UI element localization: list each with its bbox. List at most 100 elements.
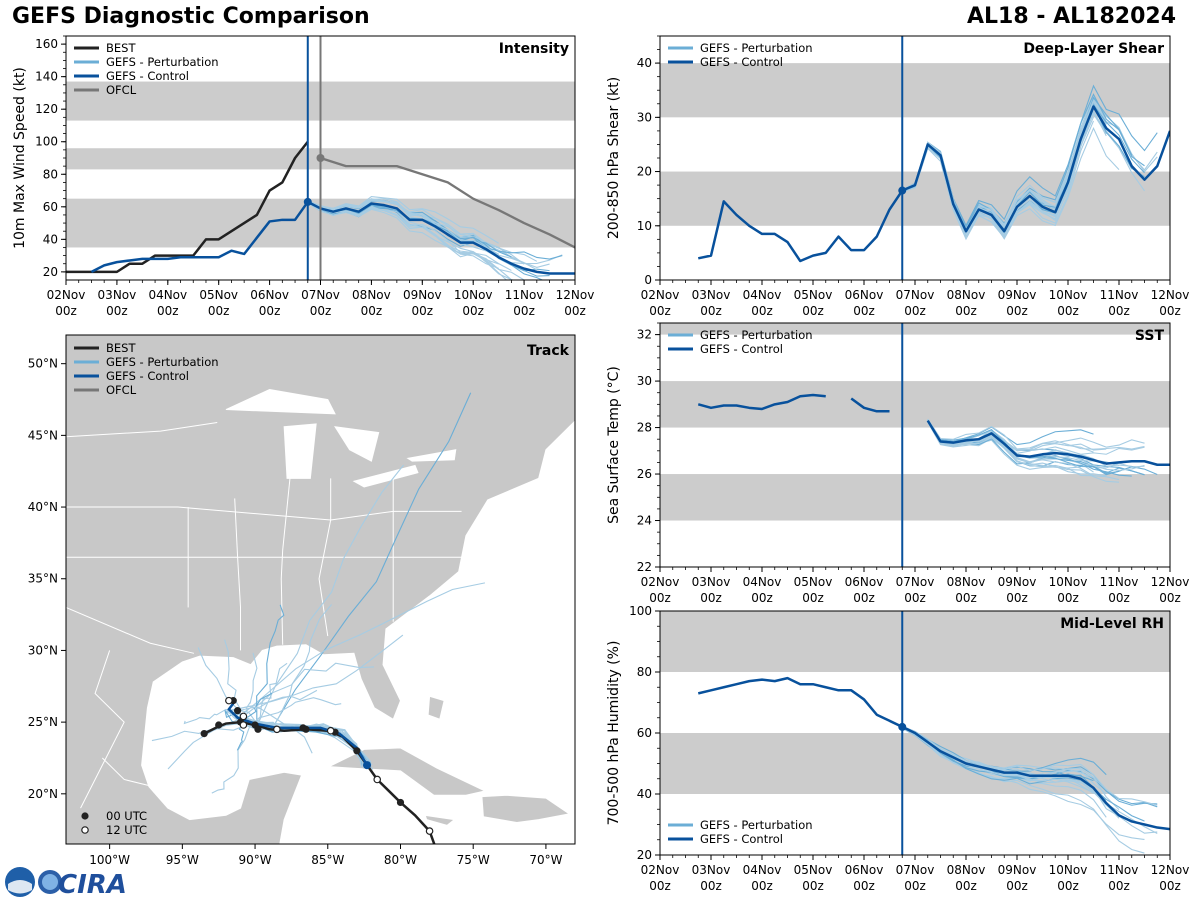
x-tick-label: 05Nov (794, 288, 833, 302)
map-area (66, 335, 575, 844)
x-tick-sublabel: 00z (1159, 591, 1181, 605)
x-tick-label: 03Nov (692, 288, 731, 302)
x-tick-sublabel: 00z (955, 879, 977, 893)
y-tick-label: 30°N (28, 643, 58, 657)
x-tick-label: 12Nov (1151, 288, 1190, 302)
x-tick-label: 08Nov (947, 575, 986, 589)
x-tick-sublabel: 00z (1057, 304, 1079, 318)
panel-intensity: 20 40 60 80 100 120 140 160 02Nov 00z 03Nov 00z 04No… (12, 35, 595, 318)
x-tick-sublabel: 00z (955, 591, 977, 605)
x-tick-label: 70°W (529, 853, 562, 867)
x-tick-sublabel: 00z (751, 304, 773, 318)
legend-label: GEFS - Perturbation (700, 41, 813, 55)
y-tick-label: 20 (637, 165, 652, 179)
x-tick-label: 10Nov (1049, 575, 1088, 589)
x-tick-label: 08Nov (352, 288, 391, 302)
x-tick-label: 06Nov (845, 575, 884, 589)
y-tick-label: 40 (637, 787, 652, 801)
x-tick-sublabel: 00z (853, 879, 875, 893)
x-tick-label: 06Nov (845, 288, 884, 302)
y-tick-label: 40 (43, 232, 58, 246)
y-tick-label: 100 (35, 135, 58, 149)
perturbation-member-line (927, 419, 1094, 446)
x-tick-label: 03Nov (98, 288, 137, 302)
y-tick-label: 20 (43, 265, 58, 279)
best-12utc-point (239, 712, 248, 721)
control-init-marker (898, 722, 907, 731)
great-lake (334, 426, 380, 462)
x-tick-label: 02Nov (641, 288, 680, 302)
x-tick-label: 03Nov (692, 575, 731, 589)
y-tick-label: 60 (637, 726, 652, 740)
storm-id: AL18 - AL182024 (967, 4, 1176, 29)
panel-title: SST (1135, 328, 1165, 344)
x-tick-label: 95°W (166, 853, 199, 867)
x-tick-label: 90°W (238, 853, 271, 867)
perturbation-member-line (902, 100, 1095, 232)
x-tick-label: 06Nov (845, 863, 884, 877)
y-axis-label: 700-500 hPa Humidity (%) (606, 641, 622, 826)
band-2 (660, 323, 1170, 335)
great-lake (406, 449, 457, 462)
x-tick-label: 04Nov (743, 863, 782, 877)
best-12utc-point (373, 775, 382, 784)
x-tick-sublabel: 00z (1159, 879, 1181, 893)
best-12utc-point (326, 726, 335, 735)
x-tick-label: 04Nov (743, 575, 782, 589)
legend-label: GEFS - Perturbation (700, 818, 813, 832)
jamaica-land (424, 814, 456, 826)
x-tick-label: 05Nov (794, 575, 833, 589)
perturbation-member-line (902, 726, 1094, 794)
perturbation-member-line (901, 725, 1158, 806)
cira-logo-text: CIRA (58, 870, 127, 900)
x-tick-label: 09Nov (998, 288, 1037, 302)
legend-label: GEFS - Control (106, 369, 189, 383)
y-tick-label: 120 (35, 102, 58, 116)
x-tick-label: 02Nov (641, 863, 680, 877)
x-tick-label: 07Nov (896, 863, 935, 877)
x-tick-sublabel: 00z (751, 879, 773, 893)
x-tick-sublabel: 00z (700, 879, 722, 893)
x-tick-sublabel: 00z (1108, 879, 1130, 893)
x-tick-sublabel: 00z (853, 304, 875, 318)
x-tick-label: 12Nov (556, 288, 595, 302)
x-tick-label: 11Nov (1100, 863, 1139, 877)
x-tick-sublabel: 00z (802, 304, 824, 318)
x-tick-label: 02Nov (641, 575, 680, 589)
series-line-best (66, 140, 309, 274)
x-tick-sublabel: 00z (1108, 304, 1130, 318)
great-lake (283, 423, 317, 479)
legend-label: GEFS - Control (700, 55, 783, 69)
perturbation-member-line (901, 727, 1145, 841)
perturbation-member-line (927, 418, 1145, 450)
best-12utc-point (425, 827, 434, 835)
ofcl-start-marker (316, 154, 325, 162)
x-tick-label: 11Nov (1100, 288, 1139, 302)
perturbation-member-line (927, 420, 1145, 455)
y-tick-label: 30 (637, 374, 652, 388)
y-tick-label: 160 (35, 37, 58, 51)
x-tick-label: 03Nov (692, 863, 731, 877)
state-border (66, 606, 195, 654)
x-tick-sublabel: 00z (106, 304, 128, 318)
perturbation-member-line (902, 126, 1120, 240)
time-legend-label: 12 UTC (106, 823, 147, 837)
band-0 (660, 733, 1170, 794)
x-tick-sublabel: 00z (310, 304, 332, 318)
hispaniola-land (481, 794, 571, 823)
y-tick-label: 40 (637, 56, 652, 70)
best-00utc-point (299, 724, 307, 732)
x-tick-label: 05Nov (794, 863, 833, 877)
legend-00utc-marker (81, 812, 89, 820)
legend-label: GEFS - Control (700, 832, 783, 846)
legend-label: BEST (106, 341, 136, 355)
great-lake (352, 464, 419, 488)
perturbation-member-line (307, 198, 499, 255)
series-line-gefs-control (697, 676, 1170, 831)
x-tick-label: 12Nov (1151, 575, 1190, 589)
plot-frame (65, 334, 576, 845)
y-tick-label: 20°N (28, 787, 58, 801)
x-tick-label: 09Nov (403, 288, 442, 302)
series-line-gefs-control (697, 393, 826, 411)
y-tick-label: 26 (637, 467, 652, 481)
